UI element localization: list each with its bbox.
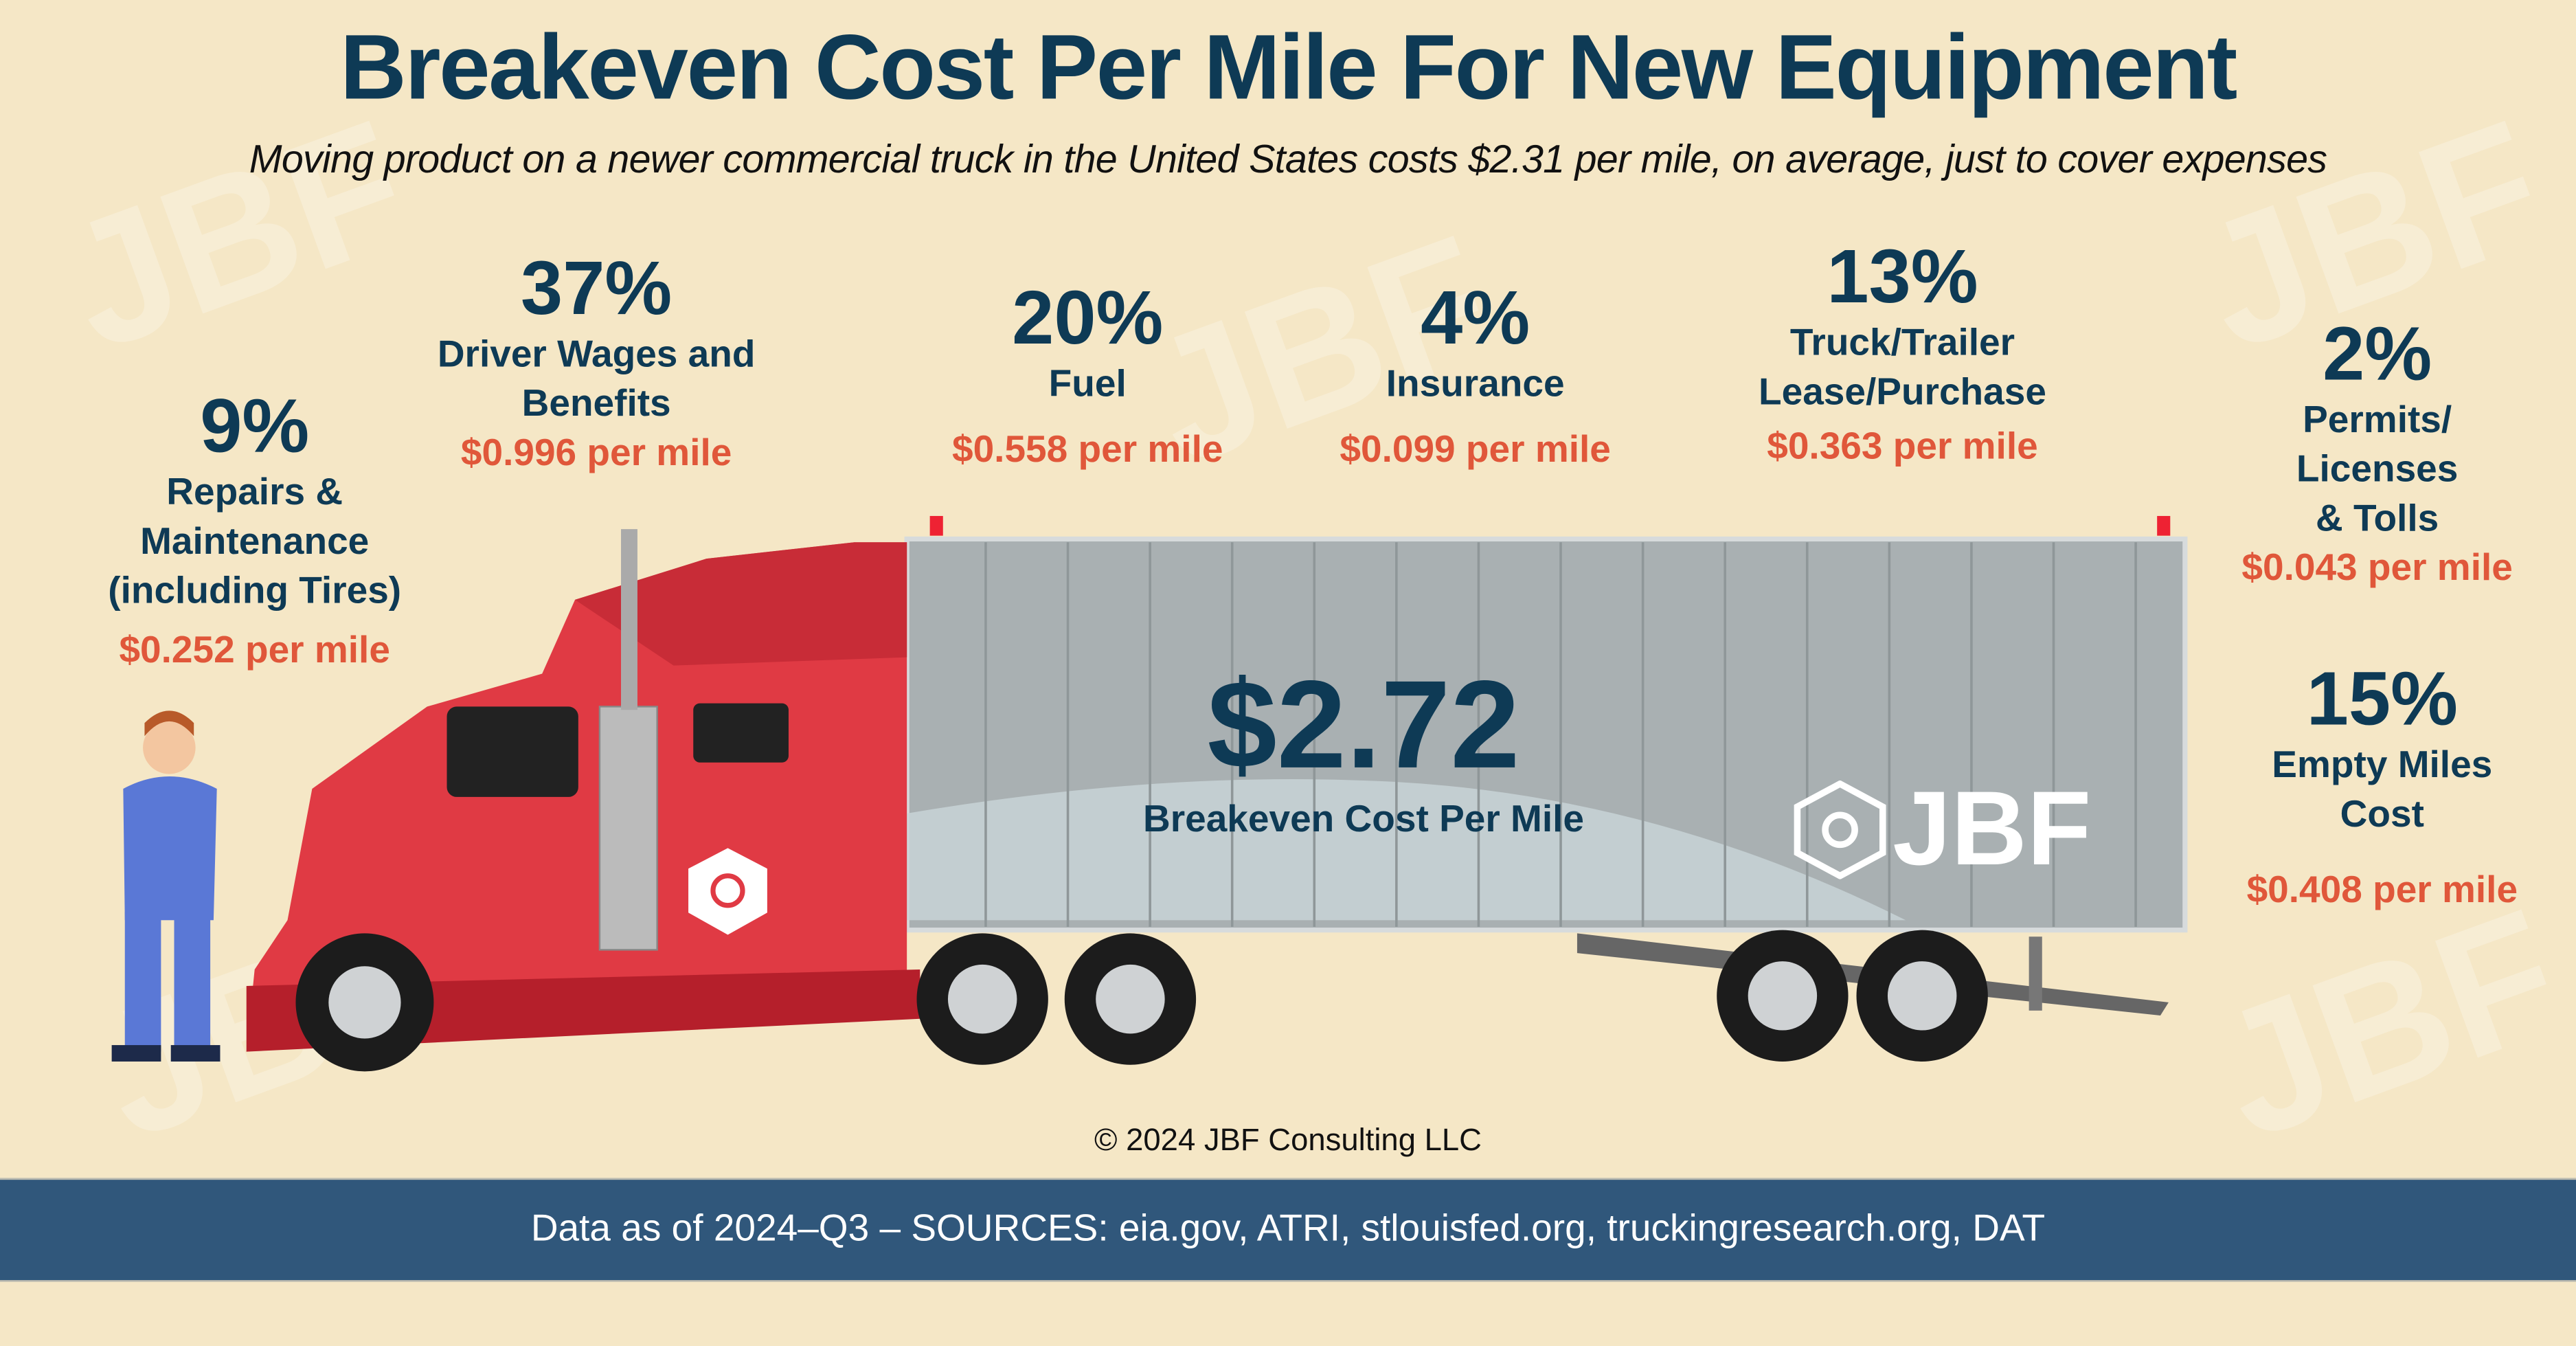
stat-label: Maintenance: [140, 519, 370, 562]
stat-price: $0.252 per mile: [119, 627, 390, 671]
stat-percent: 4%: [1421, 274, 1530, 360]
stat-label: Licenses: [2296, 447, 2459, 490]
cab-logo: [685, 844, 771, 939]
stat-label: Benefits: [521, 381, 671, 425]
stat-label: Empty Miles: [2272, 743, 2493, 786]
stat-price: $0.996 per mile: [460, 430, 732, 473]
page-subtitle: Moving product on a newer commercial tru…: [249, 137, 2327, 183]
stat-percent: 15%: [2306, 655, 2458, 741]
stat-percent: 37%: [521, 245, 673, 330]
stat-permits: 2% Permits/ Licenses & Tolls $0.043 per …: [2241, 312, 2513, 592]
stat-driver-wages: 37% Driver Wages and Benefits $0.996 per…: [438, 247, 756, 477]
stat-label: Repairs &: [166, 469, 343, 513]
wheels: [295, 930, 1988, 1072]
stat-label: Cost: [2340, 792, 2424, 835]
total-breakeven-label: Breakeven Cost Per Mile: [1142, 796, 1585, 840]
stat-insurance: 4% Insurance $0.099 per mile: [1340, 276, 1611, 473]
sources-band: Data as of 2024–Q3 – SOURCES: eia.gov, A…: [0, 1178, 2576, 1282]
jbf-logo-icon: [1794, 781, 1886, 879]
stat-empty-miles: 15% Empty Miles Cost $0.408 per mile: [2247, 658, 2518, 914]
stat-repairs-maintenance: 9% Repairs & Maintenance (including Tire…: [108, 385, 401, 674]
stat-label: Lease/Purchase: [1759, 370, 2046, 413]
stat-price: $0.408 per mile: [2246, 867, 2518, 910]
stat-label: & Tolls: [2315, 496, 2439, 539]
stat-percent: 13%: [1827, 233, 1978, 319]
stat-label: Permits/: [2303, 397, 2452, 440]
stat-percent: 2%: [2323, 311, 2432, 396]
stat-label: Driver Wages and: [437, 332, 756, 375]
jbf-logo: JBF: [1791, 769, 2136, 887]
stat-fuel: 20% Fuel $0.558 per mile: [952, 276, 1223, 473]
stat-price: $0.099 per mile: [1340, 427, 1611, 470]
page-title: Breakeven Cost Per Mile For New Equipmen…: [340, 14, 2237, 119]
stat-label: Truck/Trailer: [1789, 320, 2015, 363]
total-breakeven-value: $2.72: [1207, 655, 1520, 796]
mechanic-illustration: [111, 710, 221, 1062]
sources-text: Data as of 2024–Q3 – SOURCES: eia.gov, A…: [530, 1206, 2046, 1249]
copyright: © 2024 JBF Consulting LLC: [1094, 1123, 1482, 1159]
stat-label: (including Tires): [108, 568, 402, 612]
stat-label: Insurance: [1386, 361, 1565, 405]
stat-truck-trailer: 13% Truck/Trailer Lease/Purchase $0.363 …: [1759, 235, 2046, 470]
stat-price: $0.043 per mile: [2241, 546, 2513, 589]
stat-label: Fuel: [1048, 361, 1127, 405]
stat-percent: 9%: [200, 383, 310, 469]
stat-price: $0.363 per mile: [1767, 424, 2038, 467]
stat-price: $0.558 per mile: [951, 427, 1223, 470]
stat-percent: 20%: [1012, 274, 1164, 360]
jbf-logo-text: JBF: [1893, 769, 2092, 888]
